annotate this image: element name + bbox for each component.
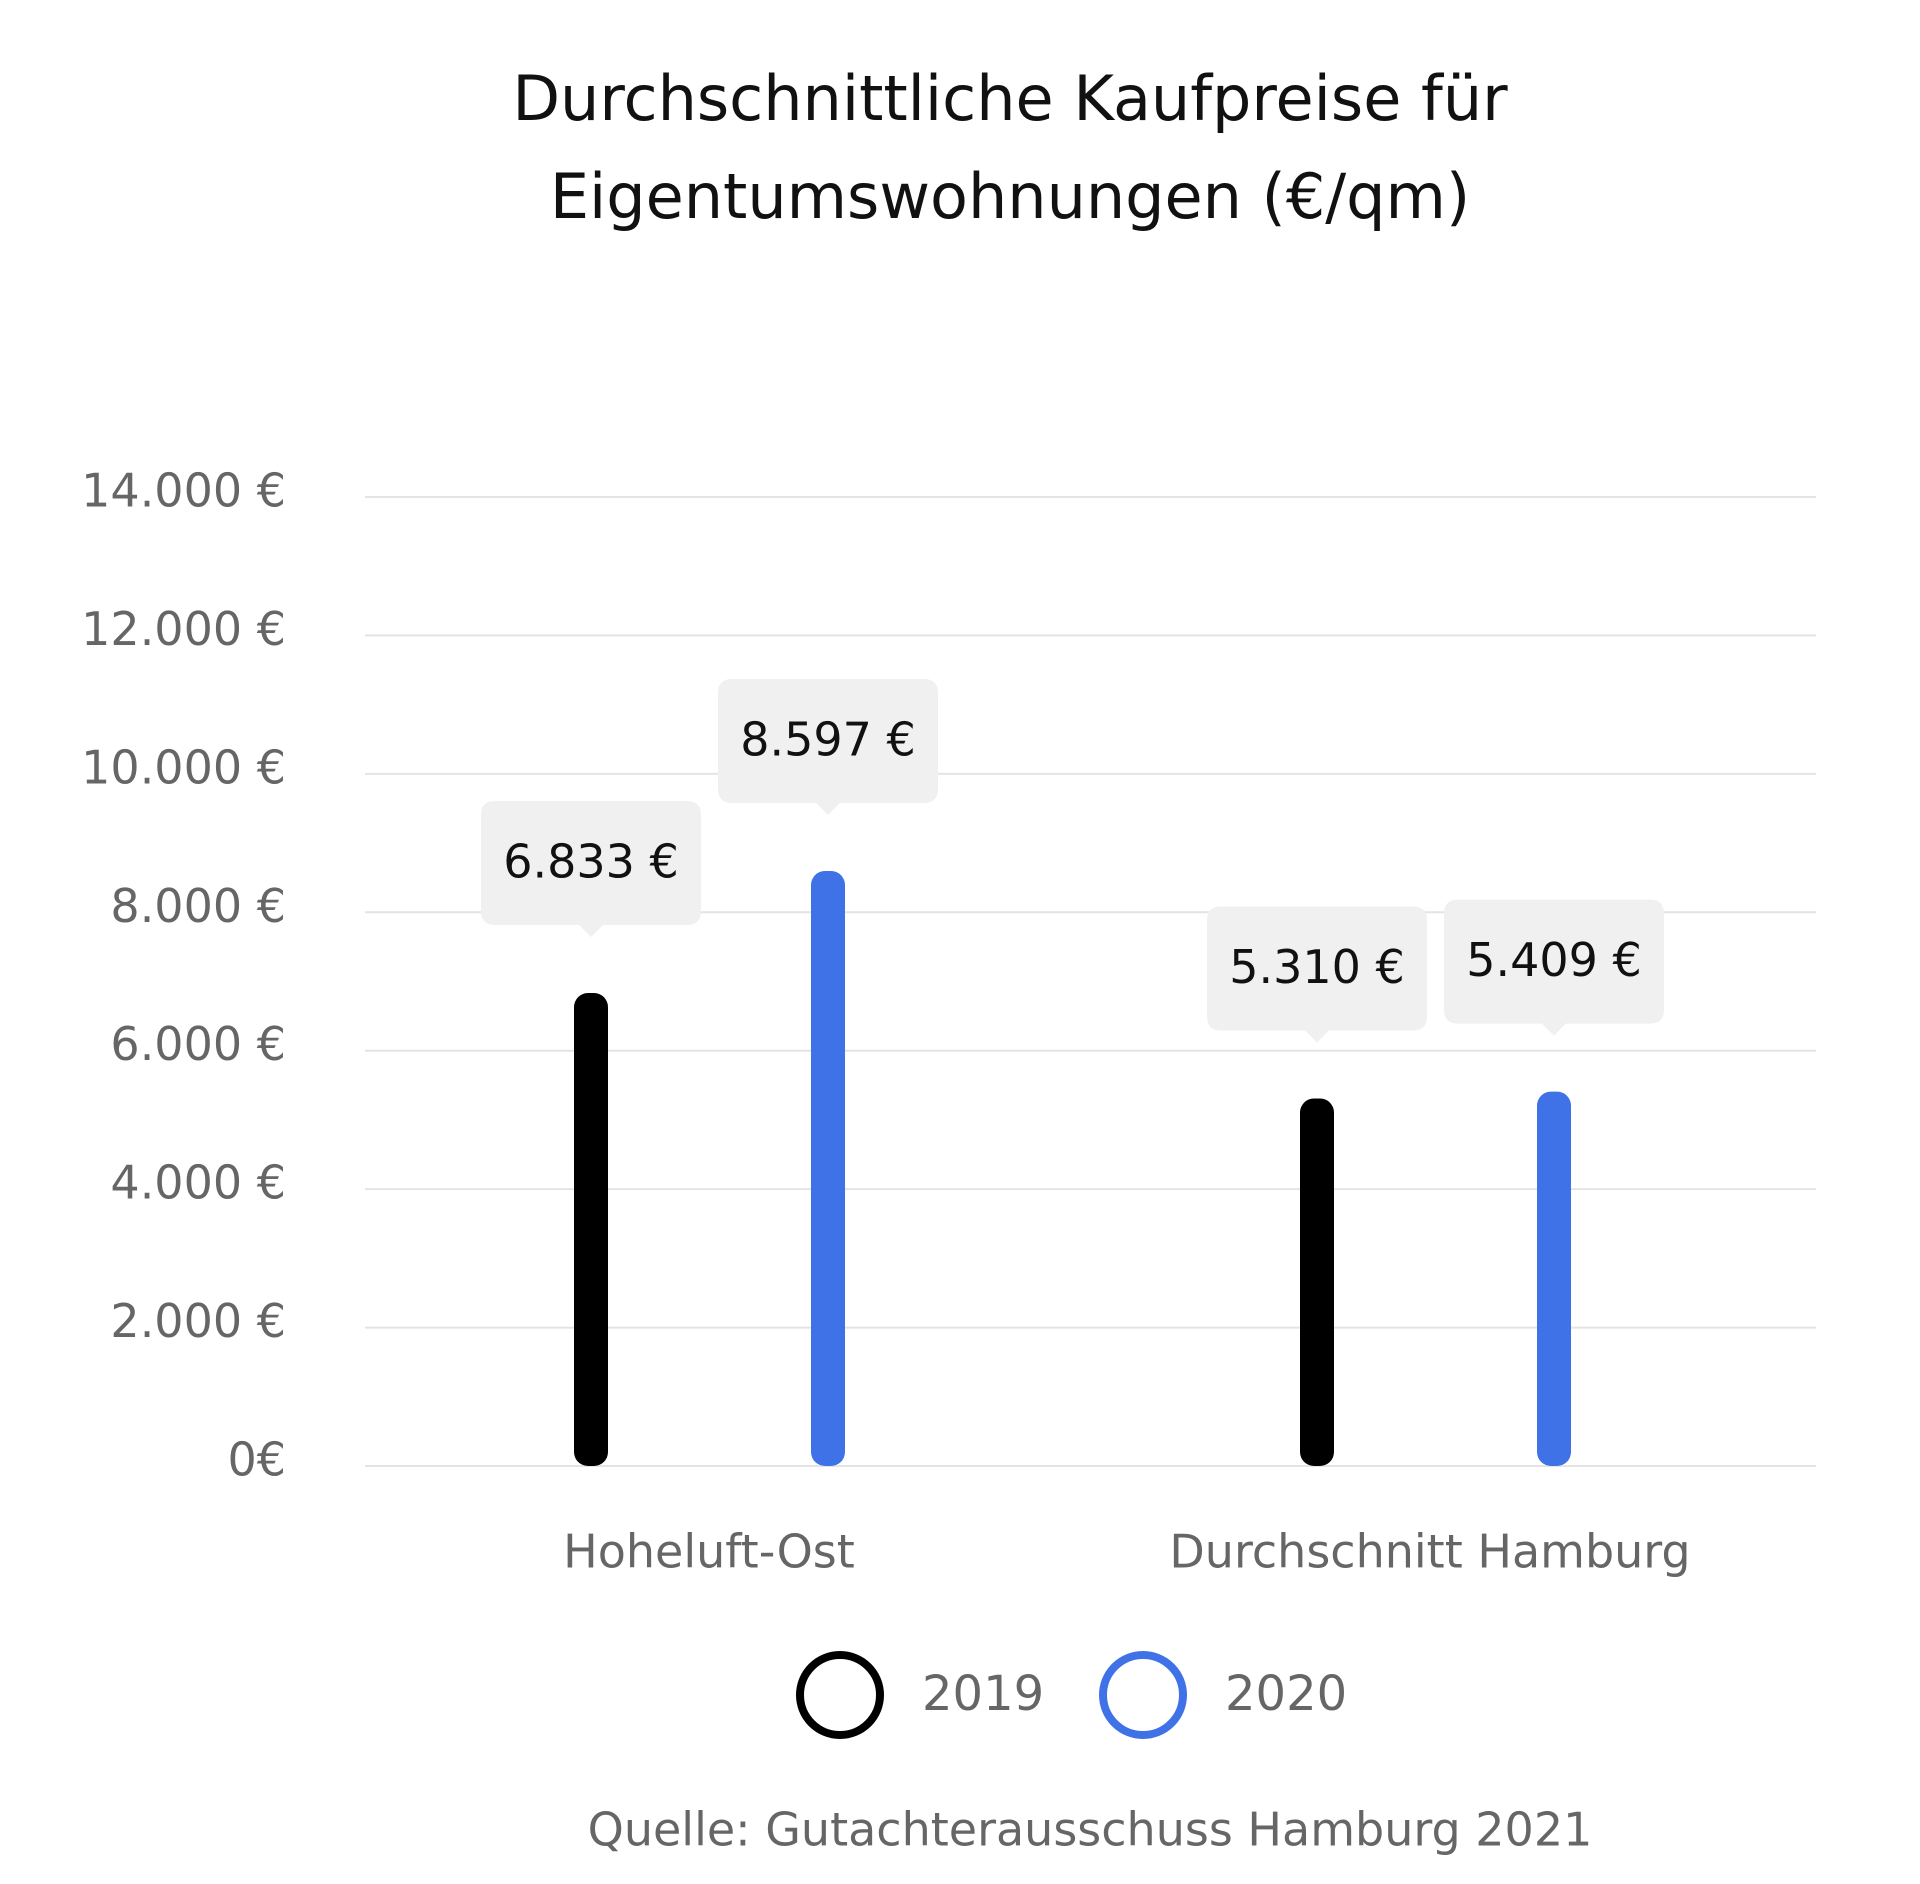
value-label: 8.597 € [740, 712, 916, 766]
y-tick-label: 8.000 € [110, 879, 286, 933]
y-tick-label: 14.000 € [81, 464, 286, 518]
bar [1537, 1091, 1571, 1466]
bar [1300, 1098, 1334, 1466]
legend-marker [796, 1651, 884, 1739]
value-label-box [1444, 899, 1664, 1036]
legend-marker [1099, 1651, 1187, 1739]
x-tick-label: Durchschnitt Hamburg [1169, 1525, 1690, 1579]
y-tick-label: 10.000 € [81, 740, 286, 794]
bar [811, 870, 845, 1466]
source: Quelle: Gutachterausschuss Hamburg 2021 [588, 1803, 1593, 1857]
x-tick-label: Hoheluft-Ost [563, 1525, 855, 1579]
y-tick-label: 6.000 € [110, 1017, 286, 1071]
value-label: 5.310 € [1229, 940, 1405, 994]
y-tick-label: 4.000 € [110, 1156, 286, 1210]
y-tick-label: 0€ [227, 1433, 286, 1487]
chart-title: Durchschnittliche Kaufpreise für Eigentu… [512, 62, 1508, 233]
legend-label: 2020 [1225, 1666, 1347, 1722]
value-label: 5.409 € [1466, 933, 1642, 987]
bar [574, 993, 608, 1466]
value-label-box [481, 801, 701, 938]
y-tick-label: 12.000 € [81, 602, 286, 656]
value-label-box [1207, 906, 1427, 1043]
y-tick-label: 2.000 € [110, 1294, 286, 1348]
legend-label: 2019 [922, 1666, 1044, 1722]
value-label-box [718, 678, 938, 815]
value-label: 6.833 € [503, 835, 679, 889]
